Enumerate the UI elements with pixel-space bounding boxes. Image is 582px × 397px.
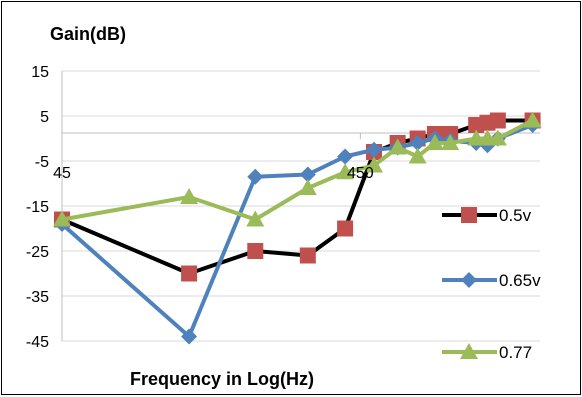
legend-label: 0.5v <box>499 206 532 225</box>
data-point <box>366 141 383 158</box>
data-point <box>408 147 427 164</box>
y-axis-title: Gain(dB) <box>50 24 126 44</box>
data-point <box>523 111 542 128</box>
series-layer <box>53 111 542 345</box>
x-tick-label: 45 <box>53 165 71 182</box>
legend-label: 0.65v <box>499 271 541 290</box>
data-point <box>181 265 198 282</box>
data-point <box>409 135 426 151</box>
y-tick-label: 5 <box>40 109 49 126</box>
y-tick-label: -35 <box>26 289 49 306</box>
series-line <box>61 118 534 222</box>
series-0-65v <box>54 117 541 345</box>
y-tick-label: 15 <box>31 64 49 81</box>
y-tick-label: -25 <box>26 244 49 261</box>
data-point <box>461 272 477 288</box>
y-tick-label: -15 <box>26 199 49 216</box>
data-point <box>460 343 478 359</box>
data-point <box>337 148 354 165</box>
data-point <box>488 129 507 146</box>
data-point <box>425 134 444 150</box>
y-tick-label: -5 <box>35 154 49 171</box>
legend-item: 0.77 <box>442 343 532 362</box>
data-point <box>388 138 407 155</box>
y-tick-label: -45 <box>26 334 49 351</box>
data-point <box>489 112 506 129</box>
data-point <box>247 243 264 259</box>
tick-labels: 15 5 -5 -15 -25 -35 -45 45 450 <box>26 64 374 351</box>
series-0-77 <box>53 111 542 227</box>
data-point <box>298 179 317 195</box>
data-point <box>181 328 198 345</box>
series-0-5v <box>54 112 541 282</box>
x-axis-title: Frequency in Log(Hz) <box>130 369 314 389</box>
data-point <box>467 129 486 146</box>
data-point <box>246 210 265 227</box>
data-point <box>299 247 316 264</box>
data-point <box>247 168 264 185</box>
data-point <box>180 188 199 204</box>
data-point <box>461 207 477 223</box>
x-tick-label: 450 <box>347 165 374 182</box>
legend-item: 0.65v <box>442 271 541 290</box>
data-point <box>441 134 460 150</box>
legend-label: 0.77 <box>499 343 532 362</box>
data-point <box>337 220 354 237</box>
series-line <box>60 123 534 339</box>
data-point <box>365 156 384 173</box>
legend: 0.5v 0.65v 0.77 <box>442 206 541 362</box>
data-point <box>53 210 71 227</box>
data-point <box>299 166 316 183</box>
data-point <box>336 163 355 180</box>
legend-item: 0.5v <box>442 206 532 225</box>
axes <box>61 71 540 341</box>
